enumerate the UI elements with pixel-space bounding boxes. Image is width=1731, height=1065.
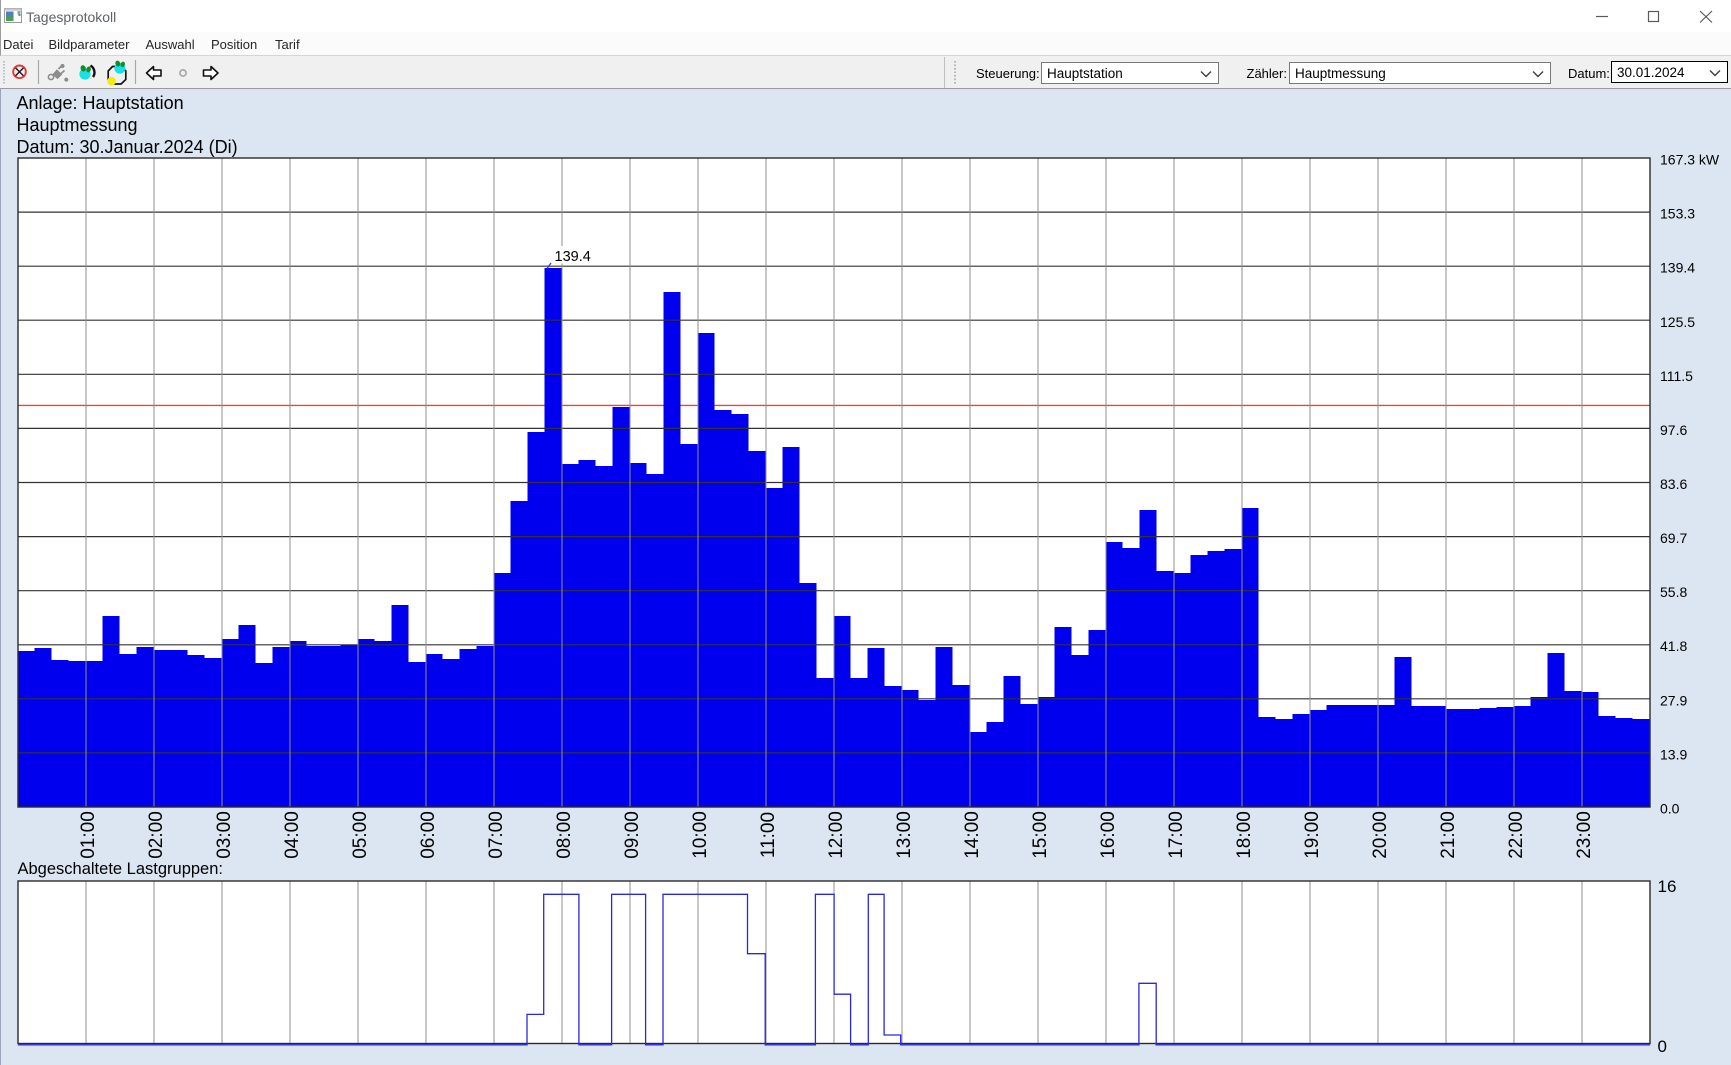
svg-text:0.0: 0.0 xyxy=(1660,801,1680,817)
svg-text:07:00: 07:00 xyxy=(486,811,507,859)
svg-text:139.4: 139.4 xyxy=(1660,260,1695,276)
svg-text:04:00: 04:00 xyxy=(282,811,303,859)
svg-text:139.4: 139.4 xyxy=(555,249,591,265)
svg-text:16: 16 xyxy=(1658,877,1677,896)
svg-text:13.9: 13.9 xyxy=(1660,746,1687,762)
svg-text:10:00: 10:00 xyxy=(690,811,711,859)
svg-text:18:00: 18:00 xyxy=(1234,811,1255,859)
svg-text:06:00: 06:00 xyxy=(418,811,439,859)
svg-text:03:00: 03:00 xyxy=(214,811,235,859)
svg-text:55.8: 55.8 xyxy=(1660,584,1687,600)
svg-text:01:00: 01:00 xyxy=(78,811,99,859)
svg-text:167.3 kW: 167.3 kW xyxy=(1660,152,1720,168)
svg-text:15:00: 15:00 xyxy=(1030,811,1051,859)
svg-text:27.9: 27.9 xyxy=(1660,692,1687,708)
svg-text:41.8: 41.8 xyxy=(1660,638,1687,654)
svg-text:11:00: 11:00 xyxy=(758,812,779,858)
svg-text:111.5: 111.5 xyxy=(1660,368,1693,384)
svg-text:02:00: 02:00 xyxy=(146,811,167,859)
svg-text:0: 0 xyxy=(1658,1037,1667,1056)
svg-text:16:00: 16:00 xyxy=(1098,811,1119,859)
svg-text:22:00: 22:00 xyxy=(1506,811,1527,859)
svg-text:21:00: 21:00 xyxy=(1438,811,1459,859)
svg-text:19:00: 19:00 xyxy=(1302,811,1323,859)
svg-text:97.6: 97.6 xyxy=(1660,422,1687,438)
svg-text:17:00: 17:00 xyxy=(1166,811,1187,859)
svg-text:69.7: 69.7 xyxy=(1660,530,1687,546)
svg-text:20:00: 20:00 xyxy=(1370,811,1391,859)
svg-text:83.6: 83.6 xyxy=(1660,476,1687,492)
svg-text:153.3: 153.3 xyxy=(1660,206,1695,222)
svg-text:05:00: 05:00 xyxy=(350,811,371,859)
svg-text:13:00: 13:00 xyxy=(894,811,915,859)
svg-text:125.5: 125.5 xyxy=(1660,314,1695,330)
svg-text:23:00: 23:00 xyxy=(1574,811,1595,859)
svg-text:09:00: 09:00 xyxy=(622,811,643,859)
svg-text:12:00: 12:00 xyxy=(826,811,847,859)
svg-text:08:00: 08:00 xyxy=(554,811,575,859)
svg-text:14:00: 14:00 xyxy=(962,811,983,859)
